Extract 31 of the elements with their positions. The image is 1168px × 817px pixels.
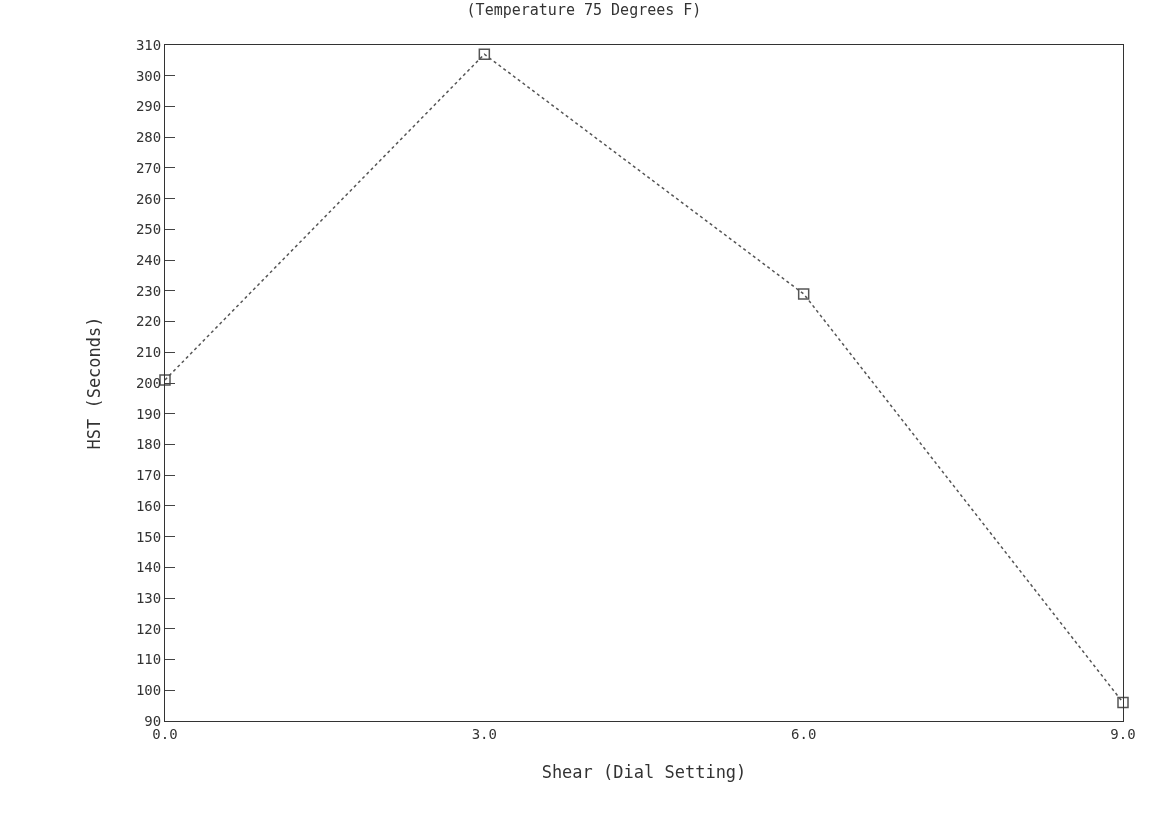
y-tick-label: 140 xyxy=(135,559,162,576)
y-tick-label: 170 xyxy=(135,467,162,484)
x-tick-label: 3.0 xyxy=(471,725,497,742)
y-tick-label: 130 xyxy=(135,589,162,606)
y-tick-label: 150 xyxy=(135,528,162,545)
y-tick-label: 290 xyxy=(135,98,162,115)
y-tick-label: 220 xyxy=(135,313,162,330)
y-tick-label: 280 xyxy=(135,129,162,146)
y-tick-label: 240 xyxy=(135,251,162,268)
y-tick-label: 120 xyxy=(135,620,162,637)
y-tick-label: 260 xyxy=(135,190,162,207)
y-tick-label: 250 xyxy=(135,221,162,238)
x-axis-title: Shear (Dial Setting) xyxy=(541,762,747,783)
y-tick-label: 310 xyxy=(135,36,162,53)
point xyxy=(478,48,491,60)
y-tick-label: 190 xyxy=(135,405,162,422)
y-tick-label: 210 xyxy=(135,344,162,361)
y-tick-label: 100 xyxy=(135,682,162,699)
y-tick-label: 300 xyxy=(135,67,162,84)
chart-title: (Temperature 75 Degrees F) xyxy=(466,0,702,19)
y-tick-label: 110 xyxy=(135,651,162,668)
y-tick-label: 230 xyxy=(135,282,162,299)
x-tick-label: 6.0 xyxy=(791,725,817,742)
y-tick-label: 180 xyxy=(135,436,162,453)
point xyxy=(797,288,810,300)
y-tick-label: 270 xyxy=(135,159,162,176)
y-axis-title: HST (Seconds) xyxy=(84,316,105,450)
x-tick-label: 9.0 xyxy=(1110,725,1136,742)
point xyxy=(1117,696,1129,709)
y-tick-label: 160 xyxy=(135,497,162,514)
y-tick-label: 200 xyxy=(135,374,162,391)
